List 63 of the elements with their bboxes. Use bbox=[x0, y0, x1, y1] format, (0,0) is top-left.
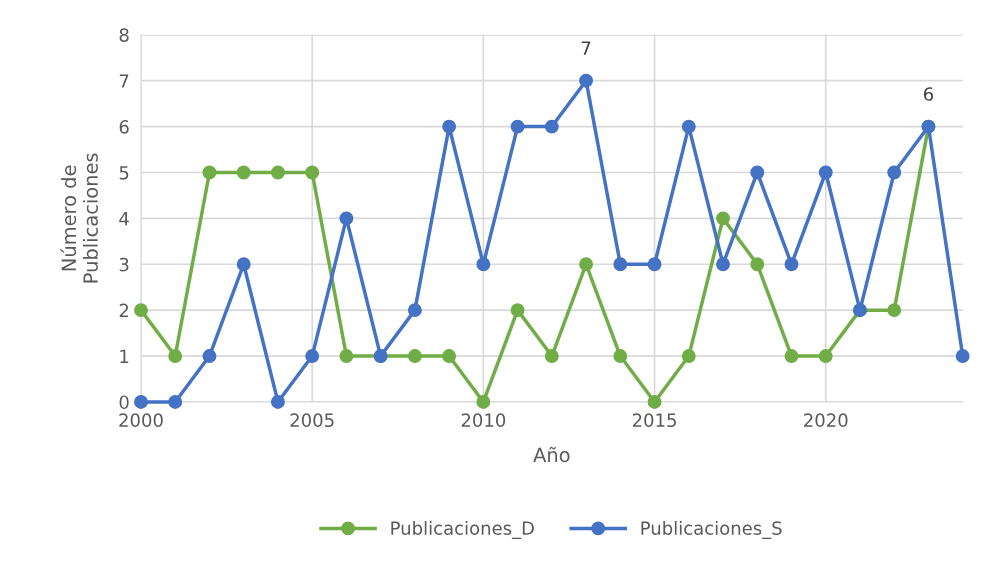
point bbox=[510, 119, 525, 134]
x-tick-label: 2000 bbox=[119, 413, 163, 428]
point bbox=[579, 73, 594, 88]
point bbox=[784, 257, 799, 272]
point bbox=[442, 119, 457, 134]
point bbox=[955, 349, 970, 363]
point bbox=[407, 303, 422, 318]
point bbox=[270, 165, 285, 180]
point bbox=[202, 165, 217, 180]
point bbox=[544, 119, 559, 134]
x-tick-label: 2015 bbox=[632, 413, 676, 428]
x-tick-label: 2020 bbox=[804, 413, 848, 428]
point bbox=[681, 349, 696, 363]
legend-label: Publicaciones_D bbox=[391, 520, 534, 539]
point bbox=[613, 257, 628, 272]
point bbox=[134, 394, 148, 409]
point bbox=[716, 257, 730, 272]
point bbox=[887, 165, 902, 180]
point bbox=[305, 349, 320, 363]
point bbox=[647, 257, 662, 272]
y-tick-label: 2 bbox=[119, 303, 129, 318]
point bbox=[784, 349, 799, 363]
y-tick-label: 1 bbox=[120, 349, 129, 363]
point bbox=[339, 349, 354, 363]
point bbox=[442, 349, 457, 363]
y-tick-label: 3 bbox=[119, 257, 129, 272]
point bbox=[579, 257, 594, 272]
point bbox=[510, 303, 525, 318]
point bbox=[236, 165, 251, 180]
point bbox=[339, 211, 354, 226]
x-tick-label: 2005 bbox=[290, 413, 334, 428]
point bbox=[476, 394, 491, 409]
point bbox=[202, 349, 217, 363]
point bbox=[887, 303, 902, 318]
point bbox=[818, 165, 833, 180]
x-tick-label: 2010 bbox=[461, 413, 506, 428]
point bbox=[681, 119, 696, 134]
y-tick-label: 5 bbox=[119, 166, 129, 180]
y-tick-label: 8 bbox=[119, 28, 129, 42]
point bbox=[168, 394, 183, 409]
point bbox=[750, 165, 765, 180]
y-axis-title: Número de Publicaciones bbox=[60, 153, 98, 283]
legend-label: Publicaciones_S bbox=[641, 520, 782, 539]
point bbox=[647, 394, 662, 409]
y-tick-label: 7 bbox=[119, 74, 129, 88]
x-axis-title: Año bbox=[533, 446, 570, 463]
point bbox=[613, 349, 628, 363]
y-tick-label: 4 bbox=[119, 212, 129, 226]
y-tick-label: 0 bbox=[119, 395, 129, 410]
point bbox=[236, 257, 251, 272]
point bbox=[716, 211, 730, 226]
point bbox=[476, 257, 491, 272]
annotation: 7 bbox=[581, 41, 591, 55]
point bbox=[134, 303, 148, 318]
point bbox=[407, 349, 422, 363]
point bbox=[305, 165, 320, 180]
point bbox=[544, 349, 559, 363]
annotation: 6 bbox=[923, 87, 934, 101]
point bbox=[168, 349, 183, 363]
point bbox=[818, 349, 833, 363]
y-tick-label: 6 bbox=[119, 120, 129, 134]
point bbox=[270, 394, 285, 409]
point bbox=[750, 257, 765, 272]
